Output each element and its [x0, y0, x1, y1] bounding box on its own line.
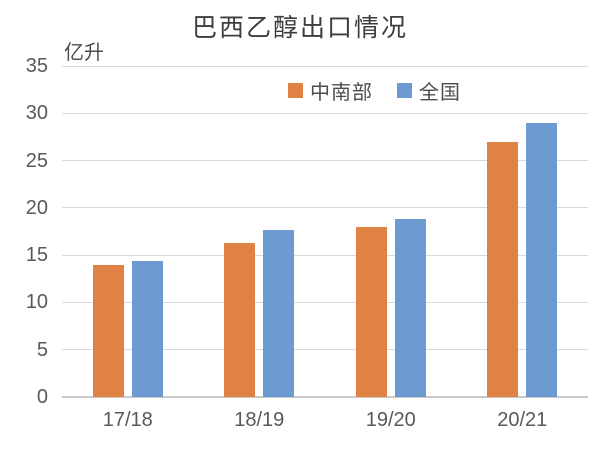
legend-swatch-national — [397, 83, 412, 98]
x-tick-label-18/19: 18/19 — [234, 409, 285, 431]
x-tick-label-20/21: 20/21 — [497, 409, 548, 431]
gridline-y-15 — [62, 254, 588, 256]
gridline-y-5 — [62, 349, 588, 351]
y-tick-label-30: 30 — [25, 102, 48, 125]
gridline-y-10 — [62, 301, 588, 303]
y-tick-label-5: 5 — [36, 338, 48, 361]
y-tick-label-10: 10 — [25, 291, 48, 314]
gridline-y-35 — [62, 65, 588, 67]
x-tick-label-19/20: 19/20 — [365, 409, 416, 431]
legend-item-central-south: 中南部 — [288, 76, 373, 105]
bar-central-south-17/18 — [92, 264, 124, 397]
bar-central-south-20/21 — [487, 141, 519, 397]
y-tick-label-0: 0 — [36, 386, 48, 408]
gridline-y-30 — [62, 112, 588, 114]
plot-area — [62, 65, 588, 398]
bar-national-18/19 — [263, 229, 295, 397]
x-tick-label-17/18: 17/18 — [102, 409, 153, 431]
legend: 中南部 全国 — [288, 76, 461, 105]
x-axis-line — [62, 396, 588, 398]
gridline-y-25 — [62, 160, 588, 162]
legend-label-national: 全国 — [419, 82, 461, 104]
legend-item-national: 全国 — [397, 76, 461, 105]
chart-title: 巴西乙醇出口情况 — [191, 15, 408, 42]
legend-swatch-central-south — [288, 83, 303, 98]
legend-label-central-south: 中南部 — [310, 82, 373, 104]
bar-national-19/20 — [394, 219, 426, 397]
gridline-y-20 — [62, 207, 588, 209]
bar-national-20/21 — [526, 122, 558, 397]
y-tick-label-15: 15 — [25, 244, 48, 267]
bar-central-south-19/20 — [355, 226, 387, 397]
bar-national-17/18 — [131, 260, 163, 397]
y-tick-label-25: 25 — [25, 149, 48, 172]
y-tick-label-35: 35 — [25, 55, 48, 77]
bar-central-south-18/19 — [224, 242, 256, 397]
y-axis-unit-label: 亿升 — [64, 42, 104, 64]
y-tick-label-20: 20 — [25, 196, 48, 219]
